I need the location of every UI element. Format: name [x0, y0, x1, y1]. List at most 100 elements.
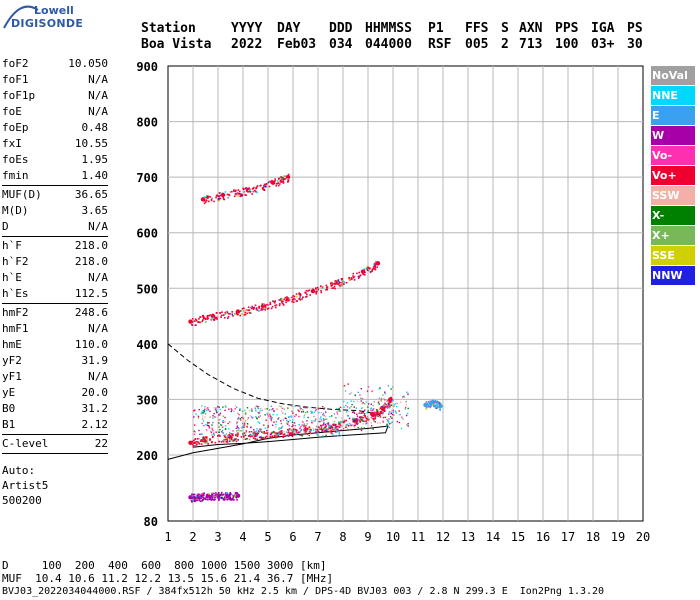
echo-dot [270, 419, 273, 422]
echo-dot [267, 304, 270, 306]
echo-dot [323, 430, 326, 433]
echo-dot [428, 403, 430, 406]
echo-dot [435, 401, 438, 404]
echo-dot [205, 199, 207, 201]
param-value: 1.95 [81, 153, 109, 166]
echo-dot [226, 439, 229, 442]
echo-dot [208, 426, 210, 428]
echo-dot [393, 403, 396, 406]
echo-dot [339, 424, 342, 427]
echo-dot [276, 433, 278, 435]
echo-dot [238, 190, 241, 193]
echo-dot [399, 413, 401, 416]
echo-dot [211, 434, 213, 436]
echo-dot [360, 429, 363, 432]
echo-dot [204, 437, 207, 440]
echo-dot [280, 299, 282, 301]
param-value: N/A [88, 89, 108, 102]
echo-dot [278, 428, 280, 431]
echo-dot [242, 434, 245, 437]
logo-line2: DIGISONDE [11, 17, 84, 30]
echo-dot [298, 293, 301, 296]
echo-dot [201, 422, 203, 425]
echo-dot [373, 413, 375, 415]
echo-dot [399, 401, 402, 403]
echo-dot [255, 430, 258, 432]
echo-dot [231, 311, 233, 313]
echo-dot [437, 401, 440, 403]
echo-dot [256, 431, 259, 434]
echo-dot [377, 401, 380, 404]
echo-dot [258, 431, 260, 433]
data-point [188, 319, 193, 324]
echo-dot [363, 268, 365, 271]
echo-dot [358, 275, 361, 278]
param-value: N/A [88, 105, 108, 118]
echo-dot [227, 196, 229, 199]
echo-dot [209, 438, 211, 440]
echo-dot [348, 410, 350, 413]
echo-dot [299, 427, 301, 430]
echo-dot [372, 428, 374, 430]
echo-dot [324, 418, 327, 420]
y-tick-label: 200 [136, 449, 158, 463]
echo-dot [320, 289, 322, 292]
echo-dot [261, 188, 264, 190]
echo-dot [362, 412, 364, 414]
echo-dot [305, 432, 308, 435]
legend-item: NNE [651, 86, 695, 105]
echo-dot [282, 179, 285, 181]
echo-dot [293, 429, 295, 431]
echo-dot [196, 415, 199, 417]
echo-dot [432, 400, 435, 403]
echo-dot [237, 195, 239, 197]
param-value: 31.2 [81, 402, 109, 415]
echo-dot [222, 406, 224, 408]
echo-dot [312, 427, 314, 430]
echo-dot [293, 433, 296, 435]
y-tick-label: 900 [136, 60, 158, 74]
echo-dot [190, 499, 193, 502]
echo-dot [201, 405, 203, 407]
echo-dot [312, 291, 315, 294]
echo-dot [222, 432, 224, 434]
echo-dot [214, 496, 216, 499]
param-row: yF1 N/A [2, 370, 108, 386]
echo-dot [303, 431, 306, 433]
echo-dot [346, 409, 348, 412]
echo-dot [254, 304, 257, 307]
echo-dot [248, 438, 251, 441]
echo-dot [313, 290, 316, 292]
x-tick-label: 8 [339, 530, 346, 544]
echo-dot [343, 283, 345, 285]
echo-dot [235, 427, 238, 429]
echo-dot [203, 438, 206, 441]
echo-dot [237, 495, 239, 497]
echo-dot [260, 437, 263, 439]
echo-dot [246, 407, 249, 409]
echo-dot [222, 421, 224, 423]
echo-dot [193, 433, 196, 435]
echo-dot [226, 498, 229, 501]
echo-dot [197, 321, 199, 323]
echo-dot [343, 385, 346, 387]
param-value: 1.40 [81, 169, 109, 182]
echo-dot [193, 442, 195, 444]
echo-dot [434, 401, 436, 404]
echo-dot [308, 434, 310, 437]
param-value: 248.6 [74, 306, 108, 319]
echo-dot [246, 418, 249, 420]
echo-dot [357, 277, 360, 279]
echo-dot [361, 397, 364, 400]
echo-dot [282, 304, 285, 306]
param-value: N/A [88, 370, 108, 383]
param-name: foF1 [2, 73, 29, 86]
echo-dot [387, 420, 389, 422]
echo-dot [258, 416, 260, 418]
echo-dot [252, 431, 255, 434]
hdr-value: 713 [519, 37, 543, 52]
echo-dot [380, 411, 382, 413]
echo-dot [249, 189, 251, 191]
echo-dot [325, 427, 328, 430]
echo-dot [210, 430, 212, 433]
